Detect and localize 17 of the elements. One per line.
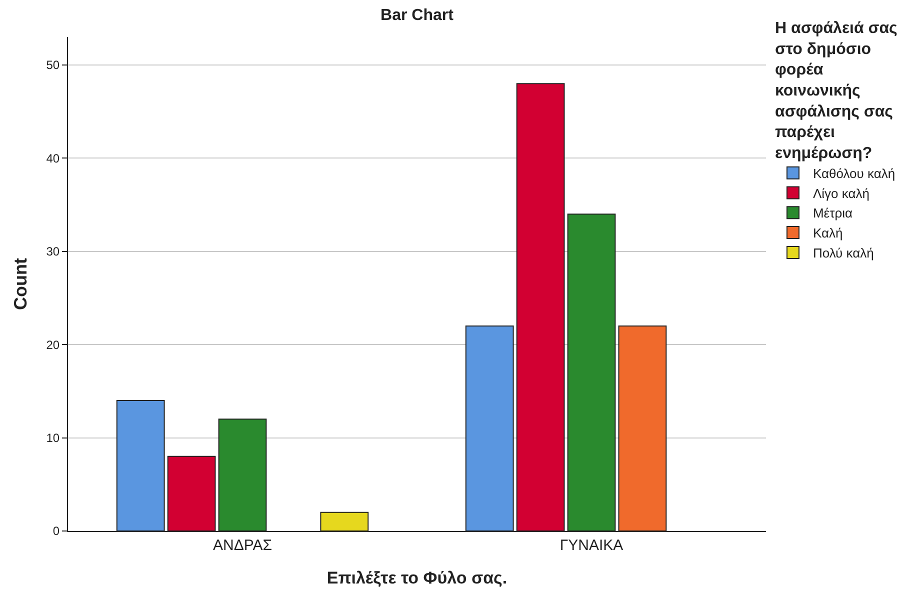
x-tick-label: ΑΝΔΡΑΣ xyxy=(212,537,272,554)
legend-label: Καθόλου καλή xyxy=(812,166,896,181)
y-tick-label: 40 xyxy=(46,151,60,166)
legend-label: Καλή xyxy=(812,226,843,241)
y-tick-label: 20 xyxy=(46,338,60,352)
y-tick-label: 10 xyxy=(46,430,60,445)
chart-title: Bar Chart xyxy=(380,7,454,24)
x-tick-label: ΓΥΝΑΙΚΑ xyxy=(560,537,624,554)
x-axis-title: Επιλέξτε το Φύλο σας. xyxy=(326,568,508,588)
legend-label: Πολύ καλή xyxy=(812,246,874,261)
y-axis-title: Count xyxy=(10,258,30,310)
y-tick-label: 0 xyxy=(52,524,60,538)
y-tick-label: 50 xyxy=(46,58,60,72)
legend-label: Μέτρια xyxy=(812,206,854,221)
legend-label: Λίγο καλή xyxy=(812,186,870,201)
y-tick-label: 30 xyxy=(46,244,60,259)
legend-title: Η ασφάλειά σας στο δημόσιο φορέα κοινωνικής ασφάλισης σας παρέχει ενημέρωση? xyxy=(774,20,898,162)
